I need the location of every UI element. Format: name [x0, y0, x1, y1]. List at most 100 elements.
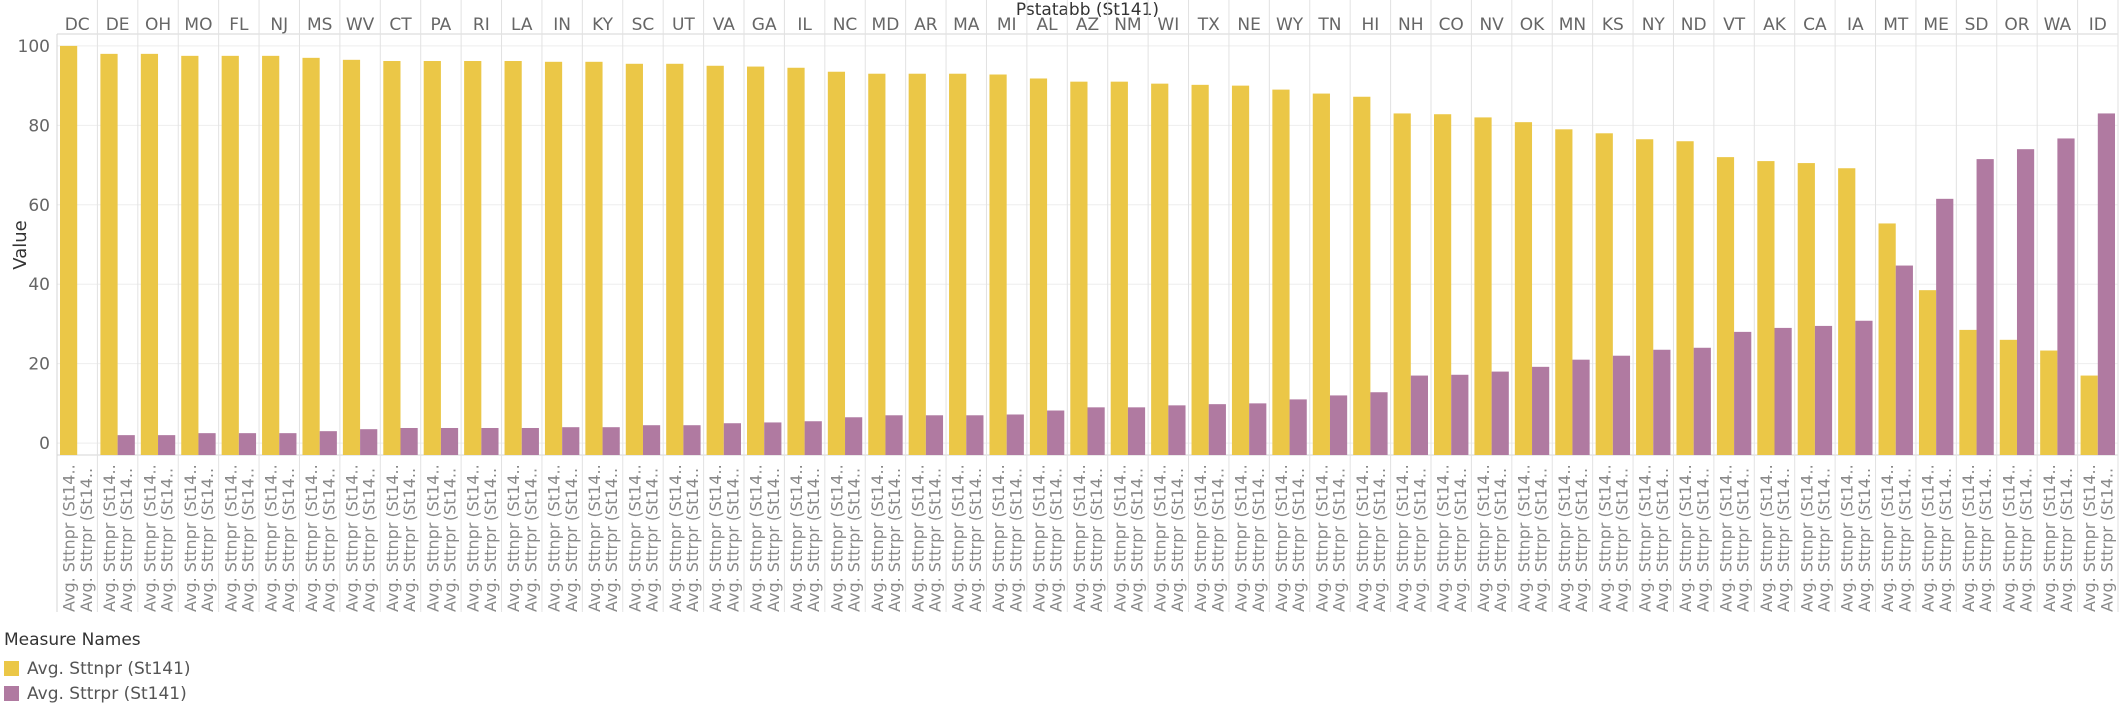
x-measure-label: Avg. Sttrpr (St14.. [1734, 468, 1753, 612]
category-label-ia: IA [1847, 15, 1864, 35]
x-measure-label: Avg. Sttnpr (St14.. [1919, 464, 1938, 612]
bar-nm-series-0 [1110, 81, 1128, 456]
bar-hi-series-1 [1370, 392, 1388, 455]
category-label-mi: MI [997, 15, 1017, 35]
x-measure-label: Avg. Sttrpr (St14.. [1128, 468, 1147, 612]
category-label-wv: WV [346, 15, 375, 35]
bar-ga-series-1 [764, 422, 782, 455]
category-label-ar: AR [914, 15, 938, 35]
x-measure-label: Avg. Sttrpr (St14.. [1572, 468, 1591, 612]
x-measure-label: Avg. Sttrpr (St14.. [1976, 468, 1995, 612]
category-label-tx: TX [1197, 15, 1220, 35]
bar-mt-series-1 [1895, 265, 1913, 455]
x-measure-label: Avg. Sttrpr (St14.. [562, 468, 581, 612]
bar-tn-series-0 [1312, 93, 1330, 455]
bar-ut-series-1 [683, 425, 701, 455]
bar-wa-series-1 [2057, 138, 2075, 455]
x-measure-label: Avg. Sttnpr (St14.. [423, 464, 442, 612]
x-measure-label: Avg. Sttnpr (St14.. [504, 464, 523, 612]
bar-ak-series-1 [1774, 327, 1792, 455]
category-label-md: MD [872, 15, 900, 35]
legend-title: Measure Names [4, 630, 141, 650]
x-measure-label: Avg. Sttrpr (St14.. [966, 468, 985, 612]
bar-ma-series-0 [949, 73, 967, 455]
x-measure-label: Avg. Sttrpr (St14.. [1612, 468, 1631, 612]
x-measure-label: Avg. Sttrpr (St14.. [319, 468, 338, 612]
x-measure-label: Avg. Sttrpr (St14.. [1774, 468, 1793, 612]
bar-ms-series-1 [319, 431, 337, 455]
bar-ks-series-1 [1612, 355, 1631, 455]
x-measure-label: Avg. Sttnpr (St14.. [1676, 464, 1695, 612]
category-label-oh: OH [145, 15, 171, 35]
x-measure-label: Avg. Sttrpr (St14.. [117, 468, 136, 612]
bar-az-series-0 [1070, 81, 1088, 456]
x-measure-label: Avg. Sttrpr (St14.. [1815, 468, 1834, 612]
x-measure-label: Avg. Sttnpr (St14.. [221, 464, 240, 612]
bar-id-series-1 [2097, 113, 2115, 455]
bar-vt-series-0 [1716, 157, 1735, 456]
bar-wy-series-1 [1289, 399, 1307, 455]
bar-pa-series-1 [440, 427, 459, 455]
bar-or-series-1 [2016, 149, 2035, 455]
category-label-ct: CT [389, 15, 412, 35]
category-label-ne: NE [1237, 15, 1260, 35]
x-measure-label: Avg. Sttnpr (St14.. [787, 464, 806, 612]
bar-ks-series-0 [1595, 133, 1613, 455]
x-measure-label: Avg. Sttnpr (St14.. [706, 464, 725, 612]
x-measure-label: Avg. Sttrpr (St14.. [1006, 468, 1025, 612]
x-measure-label: Avg. Sttnpr (St14.. [342, 464, 361, 612]
x-measure-label: Avg. Sttrpr (St14.. [1693, 468, 1712, 612]
legend-item-sttnpr[interactable]: Avg. Sttnpr (St141) [4, 656, 191, 681]
x-measure-label: Avg. Sttrpr (St14.. [2057, 468, 2076, 612]
category-label-ks: KS [1602, 15, 1624, 35]
x-measure-label: Avg. Sttnpr (St14.. [666, 464, 685, 612]
category-label-ga: GA [752, 15, 777, 35]
x-measure-label: Avg. Sttnpr (St14.. [1757, 464, 1776, 612]
category-label-de: DE [106, 15, 130, 35]
x-measure-label: Avg. Sttnpr (St14.. [181, 464, 200, 612]
bar-mt-series-0 [1878, 223, 1896, 455]
x-measure-label: Avg. Sttrpr (St14.. [643, 468, 662, 612]
x-measure-label: Avg. Sttnpr (St14.. [1514, 464, 1533, 612]
x-measure-label: Avg. Sttrpr (St14.. [1249, 468, 1268, 612]
bar-sd-series-0 [1959, 329, 1977, 455]
category-label-pa: PA [431, 15, 452, 35]
x-measure-label: Avg. Sttrpr (St14.. [2017, 468, 2036, 612]
bar-la-series-0 [504, 61, 522, 456]
bar-ca-series-0 [1797, 163, 1815, 455]
x-measure-label: Avg. Sttnpr (St14.. [2080, 464, 2099, 612]
x-measure-label: Avg. Sttnpr (St14.. [1838, 464, 1857, 612]
bar-ne-series-0 [1231, 85, 1250, 455]
category-label-az: AZ [1076, 15, 1099, 35]
bar-sc-series-0 [625, 63, 643, 456]
x-measure-label: Avg. Sttrpr (St14.. [804, 468, 823, 612]
category-label-vt: VT [1723, 15, 1746, 35]
x-measure-label: Avg. Sttnpr (St14.. [1959, 464, 1978, 612]
bar-nc-series-0 [827, 71, 846, 455]
y-tick-label: 100 [18, 37, 50, 57]
x-measure-label: Avg. Sttrpr (St14.. [764, 468, 783, 612]
category-label-nc: NC [833, 15, 858, 35]
x-measure-label: Avg. Sttnpr (St14.. [383, 464, 402, 612]
bar-ut-series-0 [666, 63, 684, 456]
x-measure-label: Avg. Sttrpr (St14.. [2097, 468, 2116, 612]
bar-va-series-1 [723, 423, 741, 455]
bar-in-series-0 [544, 61, 563, 456]
category-label-nm: NM [1114, 15, 1141, 35]
category-label-dc: DC [65, 15, 90, 35]
legend-label-sttrpr: Avg. Sttrpr (St141) [27, 683, 187, 704]
x-measure-label: Avg. Sttnpr (St14.. [464, 464, 483, 612]
x-measure-label: Avg. Sttnpr (St14.. [1716, 464, 1735, 612]
x-measure-label: Avg. Sttnpr (St14.. [1999, 464, 2018, 612]
x-measure-label: Avg. Sttrpr (St14.. [723, 468, 742, 612]
x-measure-label: Avg. Sttnpr (St14.. [1595, 464, 1614, 612]
bar-wi-series-1 [1168, 405, 1186, 455]
legend-item-sttrpr[interactable]: Avg. Sttrpr (St141) [4, 681, 191, 706]
x-measure-label: Avg. Sttnpr (St14.. [1555, 464, 1574, 612]
category-label-va: VA [713, 15, 736, 35]
bar-nd-series-1 [1693, 347, 1711, 455]
legend-label-sttnpr: Avg. Sttnpr (St141) [27, 658, 191, 679]
bar-ma-series-1 [966, 415, 984, 455]
bar-tx-series-0 [1191, 84, 1209, 455]
bar-ny-series-1 [1653, 349, 1671, 455]
